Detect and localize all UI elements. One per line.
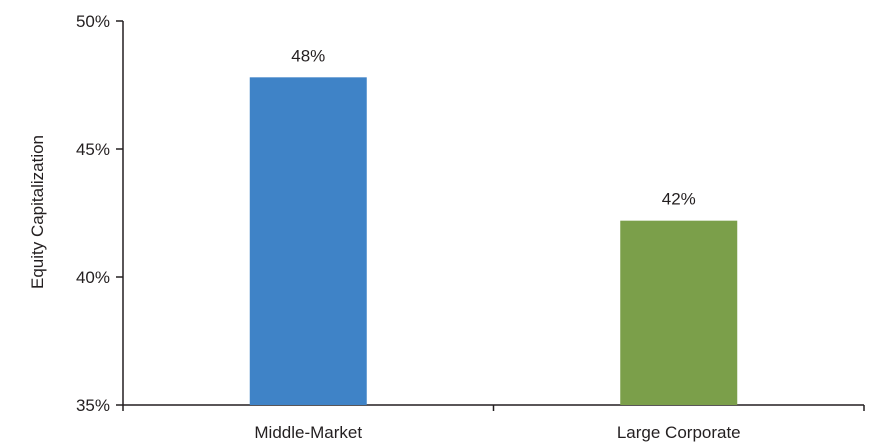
x-tick-label: Middle-Market [254, 423, 362, 442]
x-tick-label: Large Corporate [617, 423, 741, 442]
bar [249, 77, 367, 405]
y-tick-label: 45% [76, 140, 110, 159]
y-axis: 35% 40% 45% 50% [76, 12, 124, 415]
y-axis-label: Equity Capitalization [28, 135, 47, 289]
data-label: 48% [291, 46, 325, 65]
x-axis: Middle-Market Large Corporate [122, 404, 865, 442]
y-tick-label: 40% [76, 268, 110, 287]
bar [620, 220, 738, 405]
bars: 48% 42% [249, 46, 738, 405]
y-tick-label: 35% [76, 396, 110, 415]
y-tick-label: 50% [76, 12, 110, 31]
data-label: 42% [662, 190, 696, 209]
